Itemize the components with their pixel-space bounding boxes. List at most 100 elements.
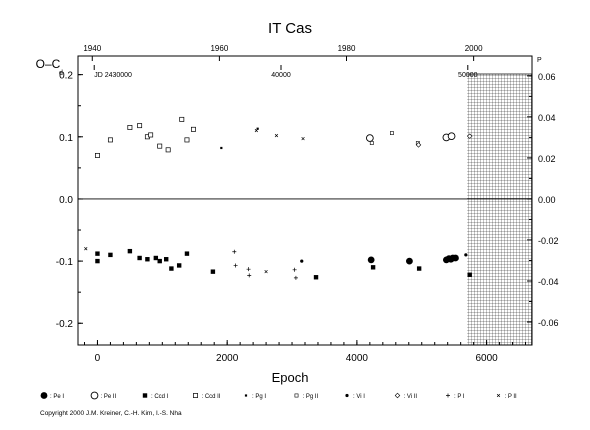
point-pg-ii <box>369 141 374 145</box>
point-vi-i <box>464 253 468 257</box>
legend-label: : P II <box>505 394 518 400</box>
legend-marker <box>244 394 248 397</box>
legend-label: : Vi I <box>353 394 365 400</box>
point-ccd-i <box>108 252 113 258</box>
point-ccd-ii <box>148 132 154 138</box>
point-pe-i <box>367 256 375 264</box>
point-vi-ii <box>467 133 473 139</box>
year-tick-label: 1960 <box>210 44 228 53</box>
point-ccd-i <box>169 266 174 271</box>
legend-label: : Ccd II <box>202 394 221 400</box>
point-p-i <box>233 263 238 268</box>
point-pe-i <box>452 254 459 262</box>
jd-tick-label: 40000 <box>271 72 291 79</box>
point-p-i <box>293 275 298 280</box>
left-y-tick-label: 0.2 <box>59 71 73 82</box>
point-ccd-i <box>164 257 169 262</box>
point-ccd-i <box>184 251 190 256</box>
point-ccd-i <box>153 255 159 261</box>
point-ccd-i <box>370 265 376 270</box>
point-pg-i <box>256 127 259 130</box>
year-tick-label: 2000 <box>465 44 483 53</box>
point-vi-i <box>300 259 304 263</box>
point-ccd-i <box>313 275 319 280</box>
point-p-i <box>232 249 237 254</box>
point-p-i <box>246 267 251 272</box>
point-ccd-i <box>127 248 133 254</box>
point-p-i <box>247 273 252 278</box>
jd-tick-label: JD 2430000 <box>94 72 132 79</box>
legend-marker <box>294 393 299 398</box>
legend-marker <box>90 391 99 400</box>
jd-tick-label: 50000 <box>458 72 478 79</box>
point-pe-ii <box>366 134 374 142</box>
bottom-x-tick-label: 0 <box>95 353 101 364</box>
right-y-tick-label: -0.04 <box>538 277 559 287</box>
point-pe-ii <box>447 132 456 141</box>
point-ccd-i <box>145 257 150 262</box>
point-pg-ii <box>390 131 394 135</box>
right-y-tick-label: 0.06 <box>538 72 556 82</box>
point-ccd-ii <box>157 143 163 149</box>
left-y-tick-label: 0.0 <box>59 195 73 206</box>
left-y-tick-label: 0.1 <box>59 133 73 144</box>
left-y-tick-label: -0.2 <box>56 319 74 330</box>
point-ccd-i <box>157 258 162 264</box>
point-pg-i <box>220 146 223 150</box>
y-axis-unit: d <box>59 70 63 77</box>
legend-label: : Pe II <box>101 394 117 400</box>
right-axis-unit: P <box>537 57 542 64</box>
right-y-tick-label: -0.02 <box>538 236 559 246</box>
point-ccd-i <box>95 258 100 264</box>
point-ccd-i <box>176 263 182 268</box>
point-ccd-ii <box>184 137 190 143</box>
legend-marker <box>193 393 198 398</box>
point-ccd-ii <box>127 125 133 130</box>
point-p-ii <box>301 137 305 141</box>
point-ccd-ii <box>137 123 143 129</box>
point-ccd-ii <box>179 116 185 122</box>
point-vi-ii <box>415 142 422 148</box>
legend-marker <box>142 393 148 398</box>
point-ccd-ii <box>95 152 100 158</box>
point-p-ii <box>274 133 279 138</box>
future-hatched-region <box>467 74 532 345</box>
x-axis-label: Epoch <box>272 370 309 385</box>
point-ccd-i <box>416 266 422 271</box>
right-y-tick-label: 0.02 <box>538 154 556 164</box>
right-y-tick-label: 0.04 <box>538 113 556 123</box>
legend-marker <box>446 393 450 398</box>
point-pe-i <box>406 257 413 265</box>
point-p-ii <box>264 270 268 274</box>
legend-marker <box>394 392 401 399</box>
point-ccd-ii <box>107 137 113 143</box>
chart-title: IT Cas <box>268 20 312 37</box>
bottom-x-tick-label: 6000 <box>475 353 498 364</box>
bottom-x-tick-label: 2000 <box>216 353 239 364</box>
point-ccd-i <box>467 272 472 277</box>
point-p-i <box>292 267 297 272</box>
legend-marker <box>496 393 501 398</box>
year-tick-label: 1980 <box>338 44 356 53</box>
legend-label: : Pg I <box>252 394 266 400</box>
point-ccd-ii <box>165 147 171 153</box>
point-p-ii <box>254 128 259 133</box>
right-y-tick-label: -0.06 <box>538 318 559 328</box>
copyright-text: Copyright 2000 J.M. Kreiner, C.-H. Kim, … <box>40 410 182 417</box>
legend-label: : Pe I <box>50 394 64 400</box>
legend-marker <box>345 393 349 398</box>
plot-frame <box>77 55 533 346</box>
legend-marker <box>40 392 48 399</box>
y-axis-label: O–C <box>36 57 61 71</box>
point-ccd-i <box>95 251 100 256</box>
point-p-ii <box>84 247 88 251</box>
legend-label: : P I <box>454 394 465 400</box>
legend-label: : Ccd I <box>151 394 169 400</box>
right-y-tick-label: 0.00 <box>538 195 556 205</box>
year-tick-label: 1940 <box>83 44 101 53</box>
point-ccd-i <box>210 269 216 274</box>
point-ccd-i <box>137 255 142 261</box>
bottom-x-tick-label: 4000 <box>346 353 369 364</box>
